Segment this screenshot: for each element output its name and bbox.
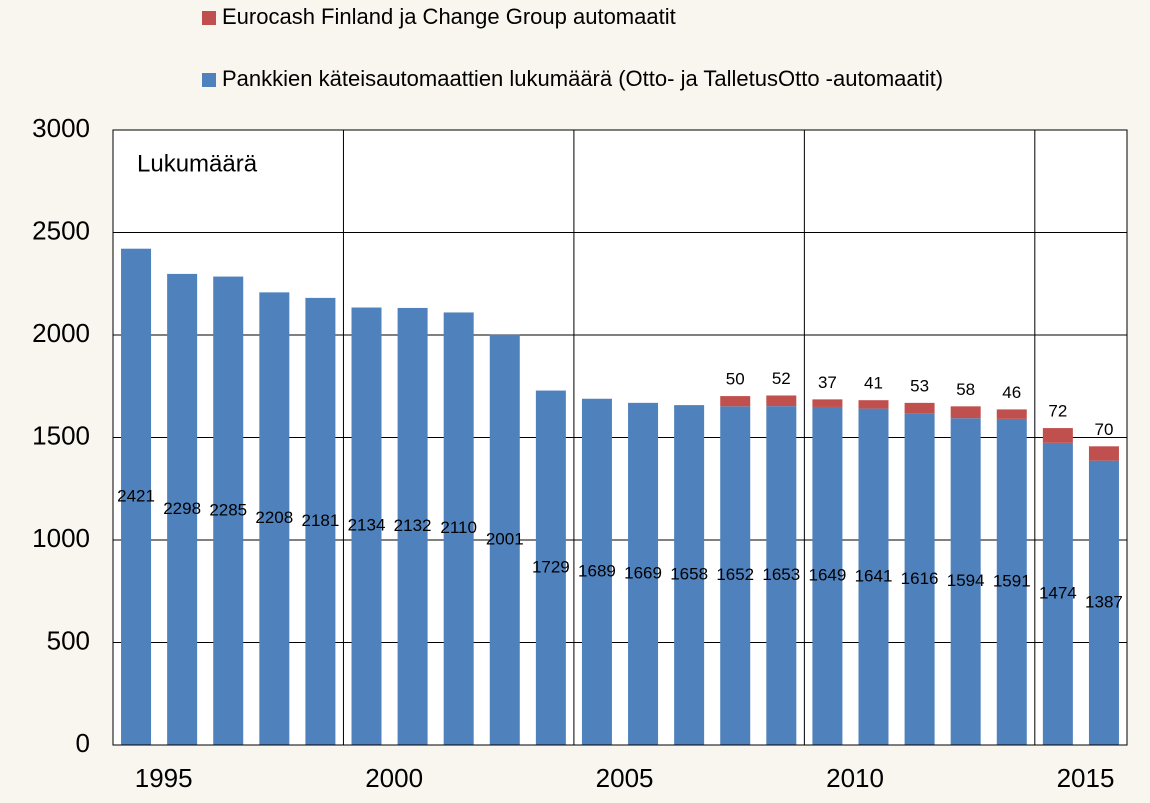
value-label: 2208 <box>255 508 293 527</box>
value-label: 52 <box>772 369 791 388</box>
y-tick-label: 2000 <box>32 318 90 348</box>
bar-segment <box>1088 460 1119 745</box>
value-label: 2298 <box>163 499 201 518</box>
bar-segment <box>812 406 843 745</box>
value-label: 1649 <box>808 565 846 584</box>
bar-segment <box>213 276 244 745</box>
value-label: 2132 <box>394 516 432 535</box>
bar-segment <box>904 402 935 414</box>
value-label: 1641 <box>855 566 893 585</box>
value-label: 58 <box>956 380 975 399</box>
value-label: 1616 <box>901 569 939 588</box>
value-label: 1653 <box>762 565 800 584</box>
bar-segment <box>167 273 198 745</box>
value-label: 72 <box>1048 402 1067 421</box>
y-tick-label: 1000 <box>32 523 90 553</box>
bar-segment <box>121 248 152 745</box>
bar-segment <box>858 408 889 745</box>
bar-segment <box>674 405 705 745</box>
bar-segment <box>351 307 382 745</box>
value-label: 1594 <box>947 571 985 590</box>
x-tick-label: 2005 <box>596 763 654 793</box>
y-tick-label: 1500 <box>32 420 90 450</box>
x-tick-label: 2015 <box>1057 763 1115 793</box>
value-label: 1658 <box>670 565 708 584</box>
value-label: 1591 <box>993 571 1031 590</box>
bar-segment <box>812 399 843 407</box>
bar-segment <box>766 395 797 407</box>
x-tick-label: 2000 <box>365 763 423 793</box>
bar-segment <box>720 396 751 407</box>
bar-segment <box>305 297 336 745</box>
value-label: 46 <box>1002 383 1021 402</box>
bar-segment <box>628 402 659 745</box>
value-label: 2285 <box>209 500 247 519</box>
annotation: Lukumäärä <box>137 150 258 177</box>
x-tick-label: 1995 <box>135 763 193 793</box>
legend-label: Pankkien käteisautomaattien lukumäärä (O… <box>222 66 943 91</box>
legend-label: Eurocash Finland ja Change Group automaa… <box>222 4 676 29</box>
bar-segment <box>535 390 566 745</box>
bar-segment <box>996 418 1027 745</box>
bar-segment <box>950 418 981 745</box>
bar-segment <box>904 413 935 745</box>
value-label: 1474 <box>1039 583 1077 602</box>
value-label: 1669 <box>624 563 662 582</box>
value-label: 1387 <box>1085 592 1123 611</box>
bar-segment <box>858 400 889 409</box>
value-label: 1652 <box>716 565 754 584</box>
y-tick-label: 500 <box>47 625 90 655</box>
bar-segment <box>259 292 290 745</box>
bar-segment <box>950 406 981 419</box>
value-label: 37 <box>818 373 837 392</box>
bar-segment <box>1042 428 1073 443</box>
bar-segment <box>397 307 428 745</box>
value-label: 50 <box>726 370 745 389</box>
value-label: 2421 <box>117 486 155 505</box>
value-label: 1729 <box>532 557 570 576</box>
bar-segment <box>1088 446 1119 461</box>
value-label: 2001 <box>486 529 524 548</box>
value-label: 53 <box>910 376 929 395</box>
legend-swatch <box>202 11 216 25</box>
bar-segment <box>489 334 520 745</box>
value-label: 2181 <box>301 511 339 530</box>
x-tick-label: 2010 <box>826 763 884 793</box>
value-label: 70 <box>1094 420 1113 439</box>
bar-segment <box>766 406 797 745</box>
bar-segment <box>996 409 1027 419</box>
value-label: 1689 <box>578 561 616 580</box>
plot-border <box>112 129 1128 746</box>
value-label: 2110 <box>440 518 477 537</box>
bar-segment <box>720 406 751 745</box>
y-tick-label: 3000 <box>32 113 90 143</box>
value-label: 41 <box>864 374 883 393</box>
bar-segment <box>443 312 474 745</box>
bar-segment <box>581 398 612 745</box>
y-tick-label: 2500 <box>32 215 90 245</box>
bar-segment <box>1042 442 1073 745</box>
legend-swatch <box>202 73 216 87</box>
y-tick-label: 0 <box>76 728 90 758</box>
value-label: 2134 <box>348 516 386 535</box>
